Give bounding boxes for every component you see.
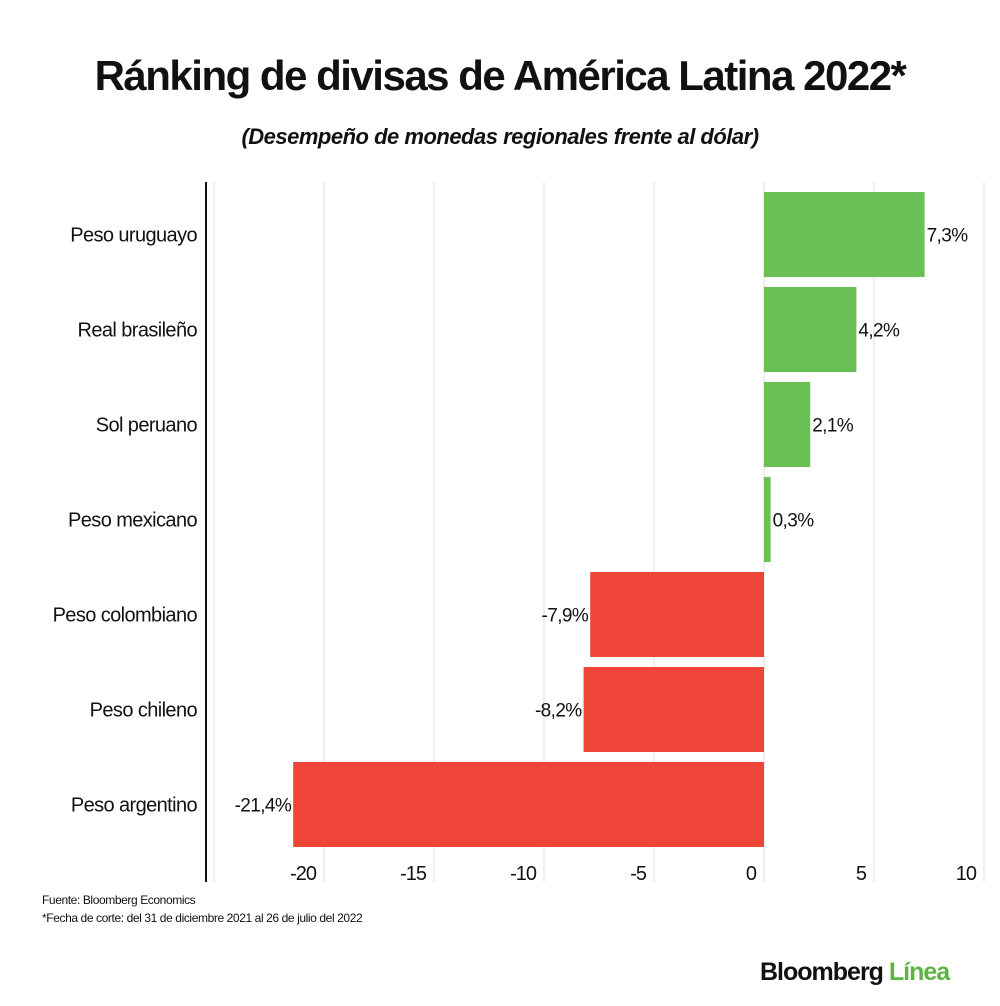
category-label: Peso mexicano <box>68 510 197 532</box>
data-label: 2,1% <box>812 416 854 437</box>
bar <box>764 192 925 277</box>
data-label: -21,4% <box>235 796 292 817</box>
category-label: Peso chileno <box>90 700 198 722</box>
date-note: *Fecha de corte: del 31 de diciembre 202… <box>42 911 363 925</box>
bar <box>583 667 764 752</box>
category-label: Peso uruguayo <box>70 225 197 247</box>
data-label: 7,3% <box>927 226 969 247</box>
x-tick-label: 10 <box>956 863 977 885</box>
bloomberg-linea-logo: Bloomberg Línea <box>760 958 950 986</box>
data-label: 0,3% <box>773 511 815 532</box>
x-tick-label: -10 <box>510 863 537 885</box>
x-tick-label: -5 <box>630 863 647 885</box>
x-tick-label: -20 <box>290 863 317 885</box>
data-label: -7,9% <box>542 606 589 627</box>
source-note: Fuente: Bloomberg Economics <box>42 893 196 907</box>
x-tick-label: 0 <box>746 863 757 885</box>
chart-title: Ránking de divisas de América Latina 202… <box>94 52 907 99</box>
data-label: 4,2% <box>858 321 900 342</box>
category-label: Peso argentino <box>71 795 198 817</box>
category-label: Sol peruano <box>96 415 198 437</box>
bar <box>293 762 764 847</box>
bar <box>764 382 811 467</box>
bar <box>764 287 857 372</box>
x-tick-label: -15 <box>400 863 427 885</box>
category-label: Peso colombiano <box>53 605 198 627</box>
bar <box>764 477 771 562</box>
data-label: -8,2% <box>535 701 582 722</box>
x-tick-label: 5 <box>856 863 867 885</box>
bar <box>590 572 764 657</box>
chart-subtitle: (Desempeño de monedas regionales frente … <box>241 124 759 149</box>
category-label: Real brasileño <box>78 320 198 342</box>
